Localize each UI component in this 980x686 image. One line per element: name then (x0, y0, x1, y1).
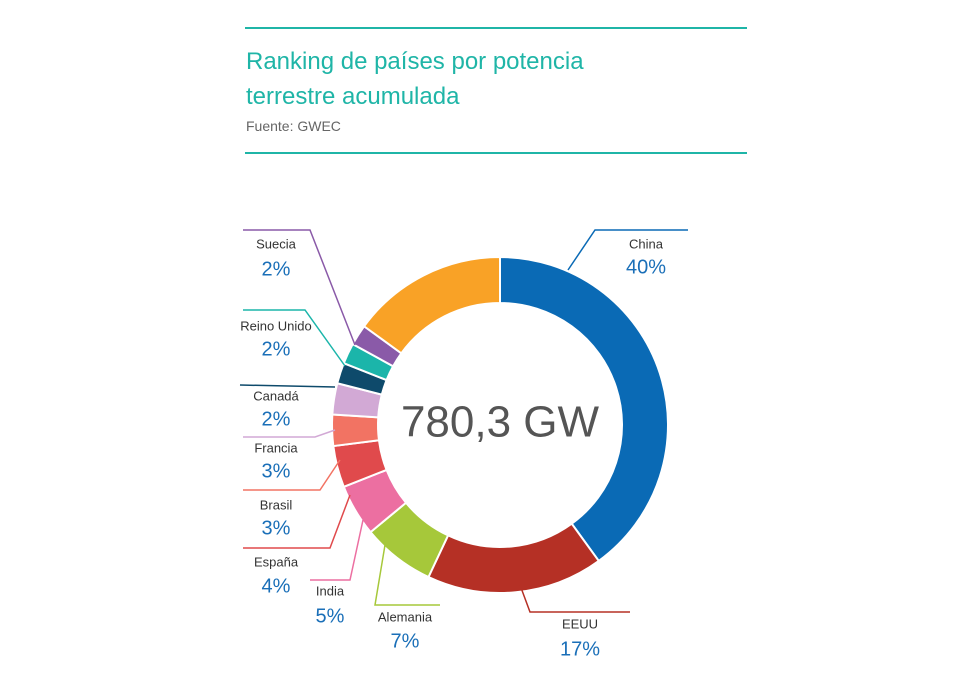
leader-line (567, 229, 688, 271)
slice-label: España (254, 554, 299, 569)
value-label: 4% (262, 575, 291, 597)
slice-label: EEUU (562, 616, 598, 631)
center-label: 780,3 GW (401, 398, 600, 447)
leader-line (243, 309, 346, 367)
value-label: 5% (316, 605, 345, 627)
leader-line (243, 229, 356, 346)
slice-label: Reino Unido (240, 318, 312, 333)
slice (331, 413, 381, 448)
value-label: 7% (391, 630, 420, 652)
slice-label: Alemania (378, 609, 433, 624)
chart-title: Ranking de países por potencia terrestre… (246, 48, 584, 110)
leader-line (374, 544, 440, 606)
leader-line (243, 459, 341, 491)
top-rule (245, 27, 747, 29)
leader-line (519, 584, 630, 613)
slice (427, 522, 601, 594)
slice (499, 255, 669, 563)
slice-label: Brasil (260, 497, 293, 512)
slice-label: Suecia (256, 236, 297, 251)
slice-label: Francia (254, 440, 298, 455)
value-label: 3% (262, 517, 291, 539)
value-label: 2% (262, 338, 291, 360)
leader-line (239, 384, 336, 388)
slice-label: India (316, 583, 345, 598)
leader-line (310, 519, 364, 581)
value-label: 40% (626, 256, 666, 278)
slice-label: China (629, 236, 664, 251)
slice (362, 255, 501, 355)
bottom-rule (245, 152, 747, 154)
value-label: 2% (262, 258, 291, 280)
leader-line (243, 494, 351, 549)
value-label: 3% (262, 460, 291, 482)
leader-line (243, 429, 336, 438)
value-label: 2% (262, 408, 291, 430)
value-label: 17% (560, 638, 600, 660)
chart-subtitle: Fuente: GWEC (246, 118, 341, 134)
slice-label: Canadá (253, 388, 299, 403)
